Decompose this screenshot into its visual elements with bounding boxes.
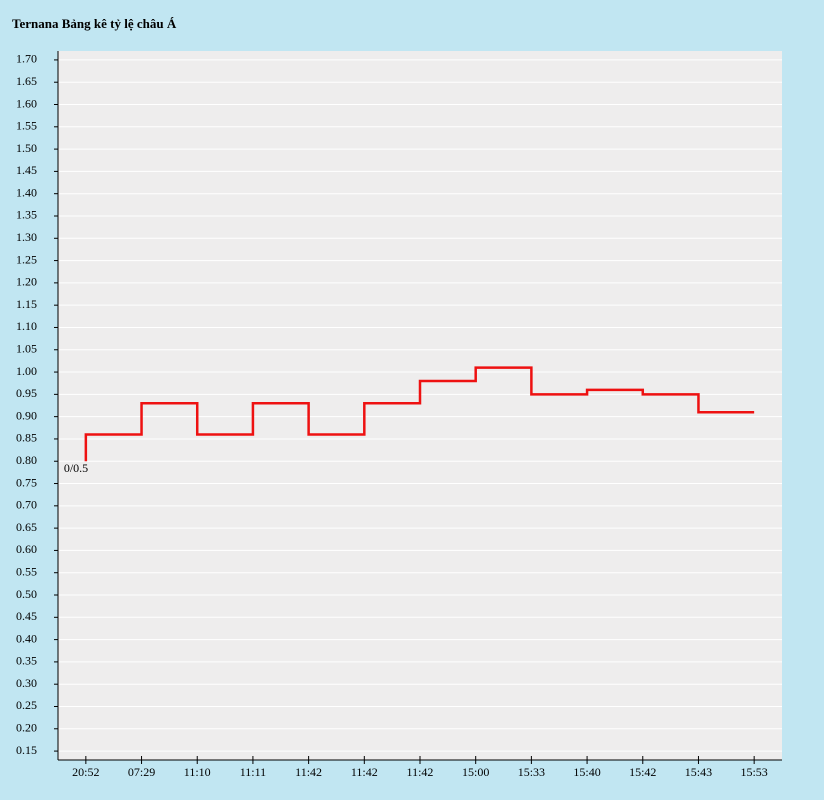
y-tick-label: 0.30 (16, 676, 37, 690)
y-tick-label: 0.35 (16, 654, 37, 668)
y-tick-label: 1.55 (16, 119, 37, 133)
y-tick-label: 1.45 (16, 163, 37, 177)
x-tick-label: 11:42 (295, 765, 322, 779)
y-tick-label: 0.55 (16, 564, 37, 578)
step-line (84, 366, 755, 462)
y-tick-label: 0.20 (16, 721, 37, 735)
x-tick-label: 15:00 (462, 765, 489, 779)
y-tick-label: 0.25 (16, 698, 37, 712)
y-tick-label: 0.40 (16, 631, 37, 645)
y-tick-label: 0.70 (16, 498, 37, 512)
annotation: 0/0.5 (64, 461, 88, 475)
x-tick-label: 11:42 (351, 765, 378, 779)
x-tick-label: 15:33 (518, 765, 545, 779)
x-tick-label: 15:53 (740, 765, 767, 779)
x-tick-label: 11:10 (184, 765, 211, 779)
y-tick-label: 0.45 (16, 609, 37, 623)
y-tick-label: 0.15 (16, 743, 37, 757)
y-tick-label: 0.60 (16, 542, 37, 556)
x-tick-label: 11:11 (240, 765, 266, 779)
y-tick-label: 0.75 (16, 475, 37, 489)
y-tick-label: 1.10 (16, 319, 37, 333)
x-tick-label: 20:52 (72, 765, 99, 779)
chart-title: Ternana Bảng kê tỷ lệ châu Á (12, 16, 177, 31)
plot-area (58, 51, 782, 760)
y-tick-label: 0.80 (16, 453, 37, 467)
x-tick-label: 15:43 (685, 765, 712, 779)
y-tick-label: 0.95 (16, 386, 37, 400)
y-tick-label: 1.20 (16, 275, 37, 289)
x-tick-label: 07:29 (128, 765, 155, 779)
y-tick-label: 1.35 (16, 208, 37, 222)
x-tick-label: 15:42 (629, 765, 656, 779)
y-tick-label: 0.85 (16, 431, 37, 445)
y-tick-label: 0.65 (16, 520, 37, 534)
y-tick-label: 0.90 (16, 408, 37, 422)
y-tick-label: 1.40 (16, 185, 37, 199)
y-tick-label: 1.60 (16, 96, 37, 110)
y-tick-label: 1.70 (16, 52, 37, 66)
y-tick-label: 1.00 (16, 364, 37, 378)
x-tick-label: 11:42 (407, 765, 434, 779)
y-tick-label: 1.25 (16, 252, 37, 266)
x-tick-label: 15:40 (573, 765, 600, 779)
y-tick-label: 1.15 (16, 297, 37, 311)
y-tick-label: 1.50 (16, 141, 37, 155)
y-tick-label: 1.05 (16, 342, 37, 356)
y-tick-label: 1.65 (16, 74, 37, 88)
y-tick-label: 1.30 (16, 230, 37, 244)
y-tick-label: 0.50 (16, 587, 37, 601)
